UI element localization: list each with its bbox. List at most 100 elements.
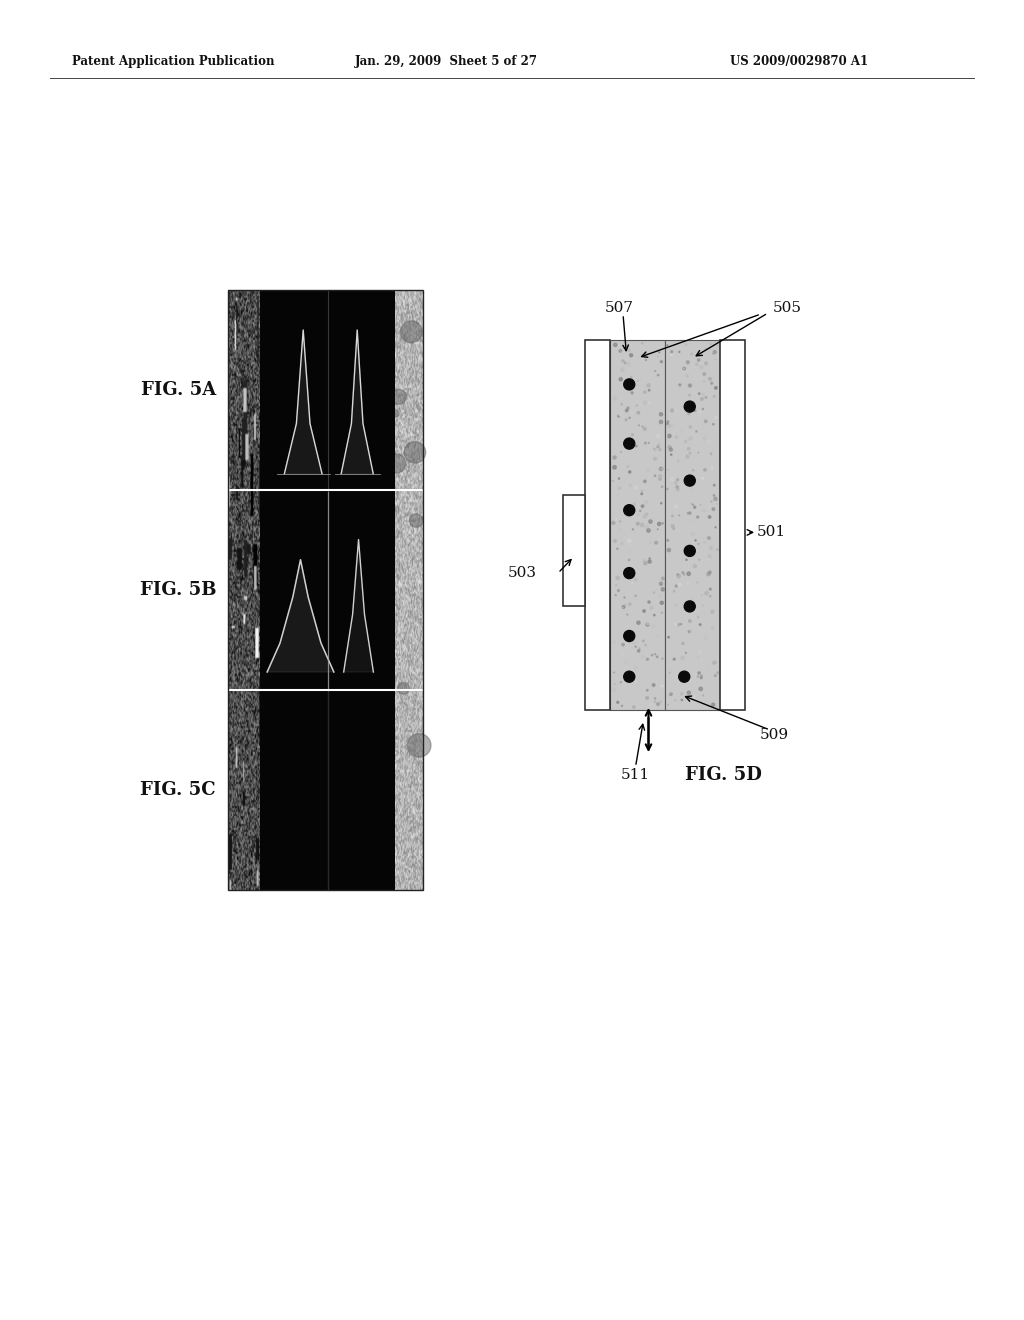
Circle shape [637,620,640,624]
Circle shape [687,412,690,414]
Circle shape [628,639,631,642]
Circle shape [620,378,623,380]
Circle shape [652,684,655,686]
Circle shape [678,623,680,626]
Circle shape [641,506,644,508]
Circle shape [625,418,627,421]
Circle shape [711,453,712,454]
Circle shape [713,661,716,664]
Circle shape [709,572,711,574]
Circle shape [705,420,707,422]
Circle shape [629,560,630,561]
Bar [720,341,745,710]
Circle shape [714,351,717,354]
Circle shape [702,503,706,506]
Circle shape [686,375,688,378]
Circle shape [684,401,695,412]
Circle shape [618,350,622,352]
Circle shape [715,387,717,389]
Circle shape [697,359,699,362]
Circle shape [612,466,616,469]
Circle shape [647,529,650,532]
Circle shape [709,516,711,519]
Circle shape [687,407,690,409]
Circle shape [691,503,693,504]
Circle shape [699,651,700,652]
Circle shape [689,602,692,603]
Circle shape [653,591,654,593]
Polygon shape [285,330,323,474]
Circle shape [687,512,689,513]
Circle shape [629,484,632,487]
Circle shape [681,693,683,696]
Circle shape [687,582,688,583]
Circle shape [638,649,640,652]
Circle shape [627,407,629,409]
Circle shape [675,623,677,626]
Polygon shape [267,560,334,672]
Circle shape [702,372,706,375]
Circle shape [633,503,636,506]
Circle shape [660,601,664,605]
Circle shape [644,562,647,565]
Circle shape [618,478,620,479]
Circle shape [643,515,646,519]
Circle shape [703,469,707,471]
Circle shape [682,685,683,688]
Circle shape [678,583,681,586]
Text: 507: 507 [605,301,634,315]
Circle shape [684,475,695,486]
Circle shape [612,689,615,692]
Circle shape [696,516,698,519]
Circle shape [633,442,635,445]
Circle shape [646,689,648,692]
Circle shape [694,673,696,676]
Bar [228,290,423,890]
Circle shape [624,379,635,389]
Circle shape [671,409,674,412]
Circle shape [624,568,635,578]
Circle shape [618,413,623,416]
Circle shape [714,498,717,500]
Circle shape [688,384,691,387]
Circle shape [643,428,646,430]
Circle shape [647,384,650,387]
Circle shape [668,548,671,552]
Circle shape [616,701,618,704]
Circle shape [624,504,635,516]
Circle shape [675,482,677,484]
Circle shape [618,487,621,490]
Circle shape [667,594,668,595]
Circle shape [675,603,677,606]
Circle shape [677,574,680,578]
Circle shape [712,704,715,706]
Circle shape [685,343,687,346]
Circle shape [700,675,702,677]
Circle shape [699,688,702,690]
Circle shape [638,513,639,516]
Circle shape [675,585,677,587]
Circle shape [707,573,710,576]
Circle shape [699,624,701,626]
Circle shape [656,656,658,657]
Circle shape [618,606,622,609]
Circle shape [712,627,714,630]
Circle shape [658,478,662,480]
Circle shape [631,411,634,414]
Circle shape [700,677,702,678]
Circle shape [410,513,423,527]
Circle shape [654,541,657,544]
Circle shape [668,437,670,438]
Circle shape [653,614,655,616]
Circle shape [689,437,692,440]
Circle shape [647,470,649,471]
Circle shape [713,424,714,425]
Circle shape [637,384,638,385]
Circle shape [620,529,622,531]
Circle shape [686,360,689,364]
Bar [260,690,395,890]
Circle shape [635,595,636,597]
Text: 511: 511 [621,768,649,781]
Circle shape [654,475,655,477]
Circle shape [698,393,699,395]
